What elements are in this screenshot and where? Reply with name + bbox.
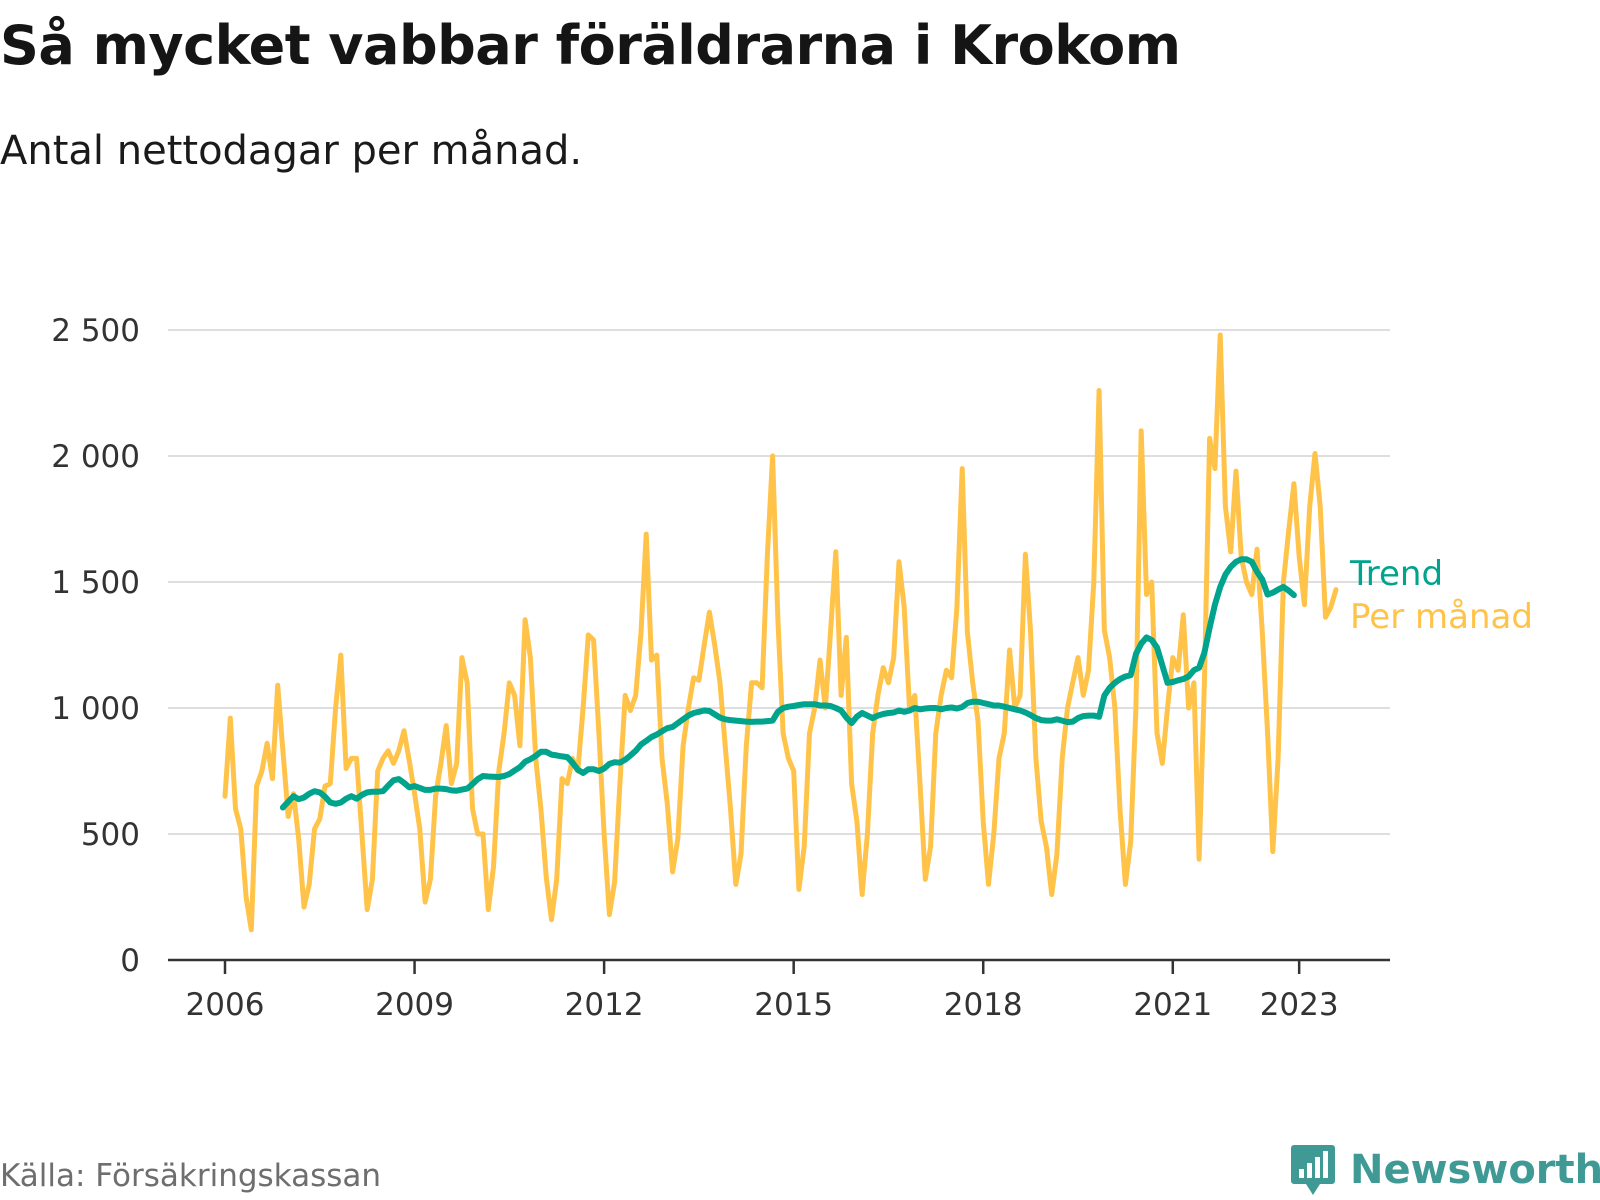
x-tick-label: 2018	[944, 987, 1023, 1023]
y-tick-label: 2 000	[51, 439, 140, 475]
per-month-line	[222, 332, 1339, 933]
y-tick-label: 500	[81, 817, 140, 853]
chart-title: Så mycket vabbar föräldrarna i Krokom	[0, 14, 1181, 77]
brand-logo[interactable]: Newsworthy	[1290, 1140, 1600, 1200]
source-note: Källa: Försäkringskassan	[0, 1158, 382, 1194]
x-tick-label: 2006	[186, 987, 265, 1023]
newsworthy-chart-icon	[1291, 1145, 1335, 1195]
x-tick-label: 2015	[754, 987, 833, 1023]
x-tick-label: 2012	[565, 987, 644, 1023]
x-tick-label: 2021	[1133, 987, 1212, 1023]
legend-trend: Trend	[1349, 554, 1443, 594]
y-tick-label: 1 500	[51, 565, 140, 601]
legend-per-month: Per månad	[1350, 597, 1533, 637]
y-tick-label: 1 000	[51, 691, 140, 727]
y-tick-label: 2 500	[51, 313, 140, 349]
series-per-month	[222, 332, 1339, 933]
trend-line	[279, 556, 1297, 811]
y-tick-label: 0	[120, 943, 140, 979]
x-tick-label: 2009	[375, 987, 454, 1023]
y-axis-ticks: 0 500 1 000 1 500 2 000 2 500	[51, 313, 140, 979]
x-tick-label: 2023	[1260, 987, 1339, 1023]
x-axis: 2006 2009 2012 2015 2018 2021 2023	[168, 958, 1390, 1023]
series-trend	[279, 556, 1297, 811]
chart-subtitle: Antal nettodagar per månad.	[0, 128, 583, 174]
brand-name: Newsworthy	[1350, 1147, 1600, 1193]
line-chart: 0 500 1 000 1 500 2 000 2 500 2006 2009 2012 201…	[51, 313, 1533, 1023]
